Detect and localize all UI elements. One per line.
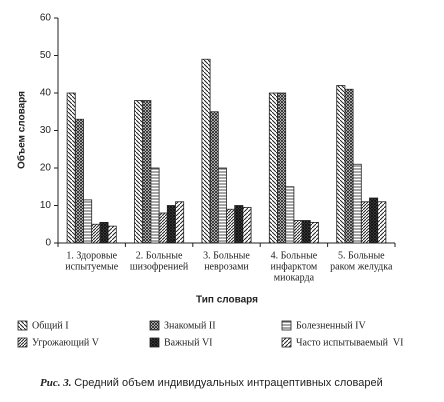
bar [142, 100, 152, 244]
bar [377, 201, 387, 244]
y-tick-label: 10 [40, 200, 52, 211]
y-tick-label: 30 [40, 125, 52, 136]
legend-swatch [17, 320, 28, 331]
x-tick-label: раком желудка [330, 261, 393, 272]
y-tick-label: 60 [40, 13, 52, 24]
legend-label: Общий I [32, 320, 69, 331]
bar [66, 92, 76, 244]
caption-label: Рис. 3. [40, 377, 71, 389]
x-tick-label: 1. Здоровые [66, 250, 117, 261]
x-tick-label: шизофренией [130, 261, 189, 272]
bar [134, 100, 144, 244]
bar [369, 197, 379, 244]
bar [268, 92, 278, 244]
bar [226, 208, 236, 244]
bar [293, 220, 303, 244]
y-tick-label: 0 [45, 238, 51, 249]
caption-text: Средний объем индивидуальных интрацептив… [74, 377, 383, 389]
bar [309, 221, 319, 244]
bar [83, 199, 93, 244]
bar [360, 201, 370, 244]
legend-label: Важный VI [164, 337, 213, 348]
bar [242, 206, 252, 244]
legend-swatch [17, 337, 28, 348]
bar [344, 88, 354, 244]
bar [107, 225, 117, 244]
y-tick-label: 20 [40, 163, 52, 174]
legend-label: Часто испытываемый VI [296, 337, 403, 348]
x-axis-title: Тип словаря [196, 295, 258, 306]
bar [285, 186, 295, 244]
bar [301, 220, 311, 244]
bar [175, 201, 185, 244]
legend-label: Угрожающий V [32, 337, 100, 348]
bar [166, 205, 176, 244]
y-axis-title: Объем словаря [16, 91, 28, 169]
bar [99, 221, 109, 244]
x-tick-label: неврозами [204, 261, 249, 272]
legend-swatch [281, 337, 292, 348]
legend-label: Знакомый II [164, 320, 216, 331]
x-tick-label: испытуемые [65, 261, 118, 272]
legend-swatch [281, 320, 292, 331]
x-tick-label: 5. Больные [338, 250, 385, 261]
bar [336, 85, 346, 244]
x-tick-label: миокарда [274, 272, 315, 283]
bar [234, 205, 244, 244]
y-tick-label: 40 [40, 88, 52, 99]
bar [277, 92, 287, 244]
legend-swatch [149, 337, 160, 348]
legend-label: Болезненный IV [296, 320, 367, 331]
bar [217, 167, 227, 244]
bar [74, 118, 84, 244]
x-tick-label: 3. Больные [203, 250, 250, 261]
bar [158, 212, 168, 244]
legend-swatch [149, 320, 160, 331]
bar [201, 58, 211, 244]
bar [209, 111, 219, 244]
bar [150, 167, 160, 244]
y-tick-label: 50 [40, 50, 52, 61]
x-tick-label: 2. Больные [136, 250, 183, 261]
bar [91, 223, 101, 244]
caption: Рис. 3. Средний объем индивидуальных инт… [40, 377, 383, 389]
bar [352, 163, 362, 244]
x-tick-label: 4. Больные [271, 250, 318, 261]
x-tick-label: инфарктом [271, 261, 318, 272]
